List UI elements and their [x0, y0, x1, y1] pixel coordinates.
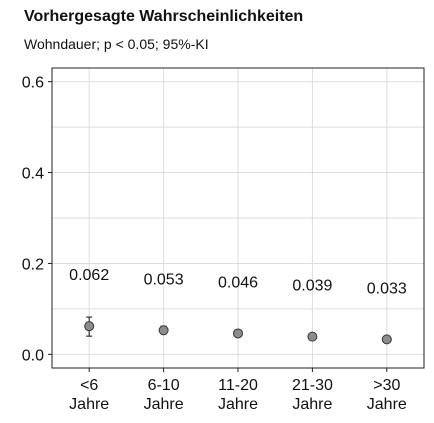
y-axis-ticks: 0.0 0.2 0.4 0.6: [22, 75, 52, 364]
x-tick-label-line: >30: [373, 377, 400, 394]
data-marks: 0.062 0.053 0.046 0.039 0.033: [69, 267, 407, 345]
x-tick-label-line: Jahre: [218, 396, 258, 413]
data-label: 0.062: [69, 267, 109, 284]
x-tick-label: 6-10 Jahre: [144, 377, 184, 413]
y-tick-label: 0.2: [22, 256, 44, 273]
x-tick-label: <6 Jahre: [69, 377, 109, 413]
x-tick-label-line: 11-20: [218, 377, 258, 394]
y-tick-label: 0.0: [22, 347, 44, 364]
x-tick-label-line: Jahre: [144, 396, 184, 413]
y-tick-label: 0.6: [22, 75, 44, 92]
chart-subtitle: Wohndauer; p < 0.05; 95%-KI: [24, 36, 209, 52]
x-tick-label-line: Jahre: [367, 396, 407, 413]
x-tick-label: 21-30 Jahre: [292, 377, 333, 413]
data-point: [381, 334, 392, 345]
data-label: 0.039: [292, 278, 332, 295]
grid-lines: [52, 68, 424, 368]
x-tick-label-line: 6-10: [148, 377, 180, 394]
data-label: 0.053: [144, 271, 184, 288]
data-label: 0.046: [218, 274, 258, 291]
x-tick-label-line: 21-30: [292, 377, 333, 394]
x-tick-label-line: <6: [80, 377, 98, 394]
x-tick-label-line: Jahre: [292, 396, 332, 413]
x-tick-label-line: Jahre: [69, 396, 109, 413]
data-point: [84, 321, 95, 332]
x-tick-label: 11-20 Jahre: [218, 377, 258, 413]
data-point: [307, 331, 318, 342]
data-point: [158, 325, 169, 336]
x-axis-ticks: <6 Jahre 6-10 Jahre 11-20 Jahre 21-30 Jahre >30 J…: [69, 368, 407, 413]
data-point: [233, 328, 243, 339]
data-label: 0.033: [367, 280, 407, 297]
y-tick-label: 0.4: [22, 166, 44, 183]
chart-title: Vorhergesagte Wahrscheinlichkeiten: [24, 8, 304, 25]
x-tick-label: >30 Jahre: [367, 377, 407, 413]
